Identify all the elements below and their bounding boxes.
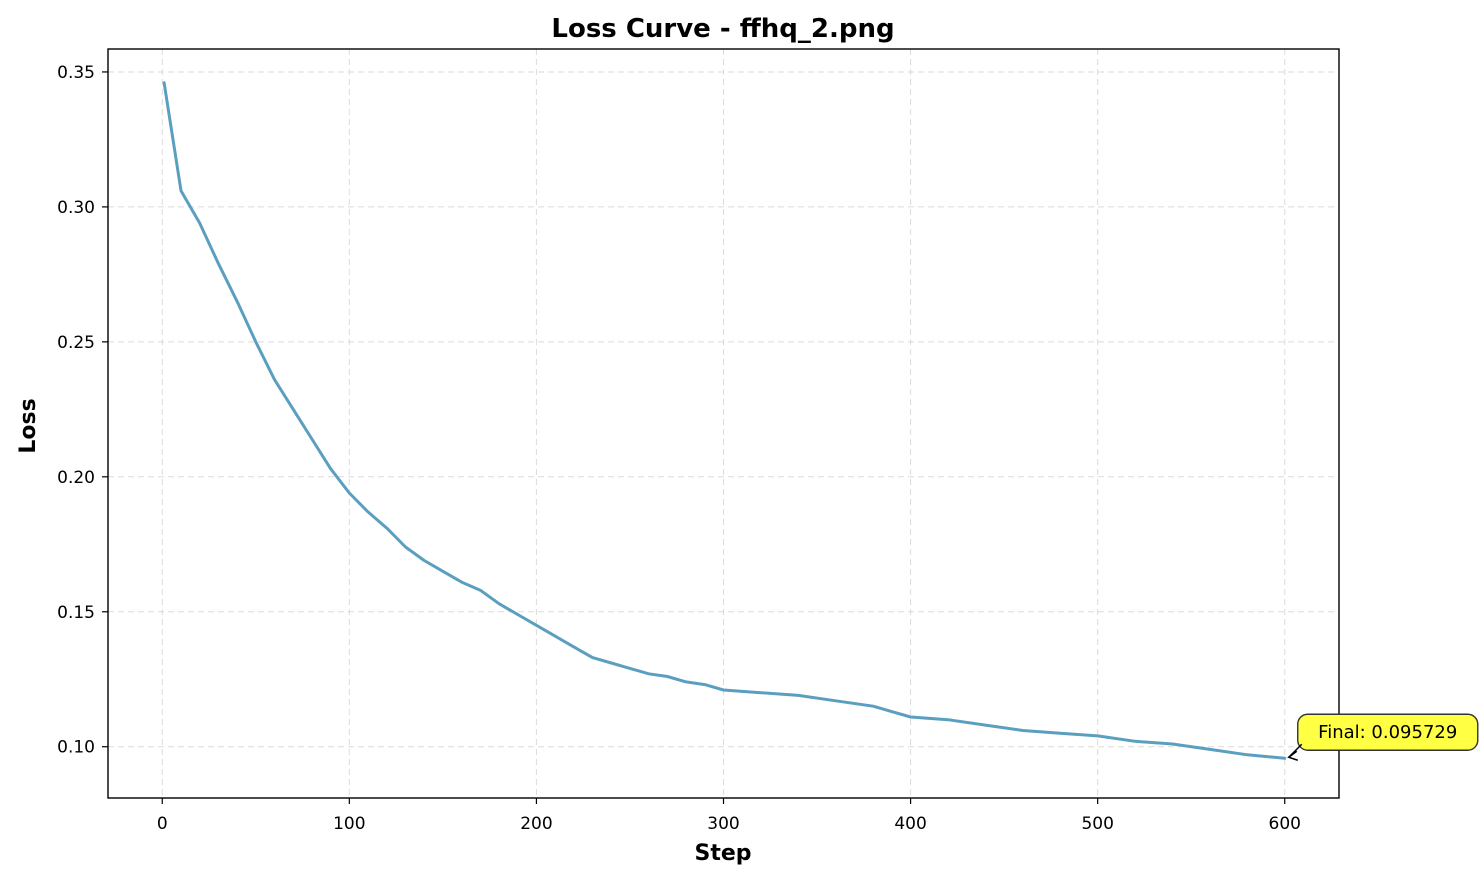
- y-tick-label: 0.35: [57, 63, 95, 83]
- x-tick-label: 100: [333, 814, 365, 834]
- y-axis-label: Loss: [16, 398, 41, 453]
- x-tick-label: 200: [520, 814, 552, 834]
- y-tick-label: 0.10: [57, 738, 95, 758]
- chart-title: Loss Curve - ffhq_2.png: [551, 14, 894, 44]
- annotation-layer: Final: 0.095729: [1287, 713, 1479, 761]
- series-layer: [162, 81, 1287, 760]
- annotation-box: [1297, 713, 1479, 751]
- annotation-text: Final: 0.095729: [1318, 722, 1457, 743]
- x-tick-label: 400: [894, 814, 926, 834]
- y-tick-label: 0.20: [57, 468, 95, 488]
- y-tick-label: 0.15: [57, 603, 95, 623]
- x-tick-label: 500: [1081, 814, 1113, 834]
- x-tick-label: 300: [707, 814, 739, 834]
- y-tick-label: 0.30: [57, 198, 95, 218]
- annotation-arrowhead: [1287, 750, 1298, 761]
- loss-series-line: [162, 81, 1287, 760]
- ticks-layer: 0 100 200 300 400 500 600 0.10 0.15 0.20 0.25 0.30 0…: [57, 63, 1301, 834]
- x-tick-label: 600: [1269, 814, 1301, 834]
- grid-layer: [108, 49, 1339, 798]
- x-axis-label: Step: [694, 841, 751, 866]
- y-tick-label: 0.25: [57, 333, 95, 353]
- x-tick-label: 0: [157, 814, 168, 834]
